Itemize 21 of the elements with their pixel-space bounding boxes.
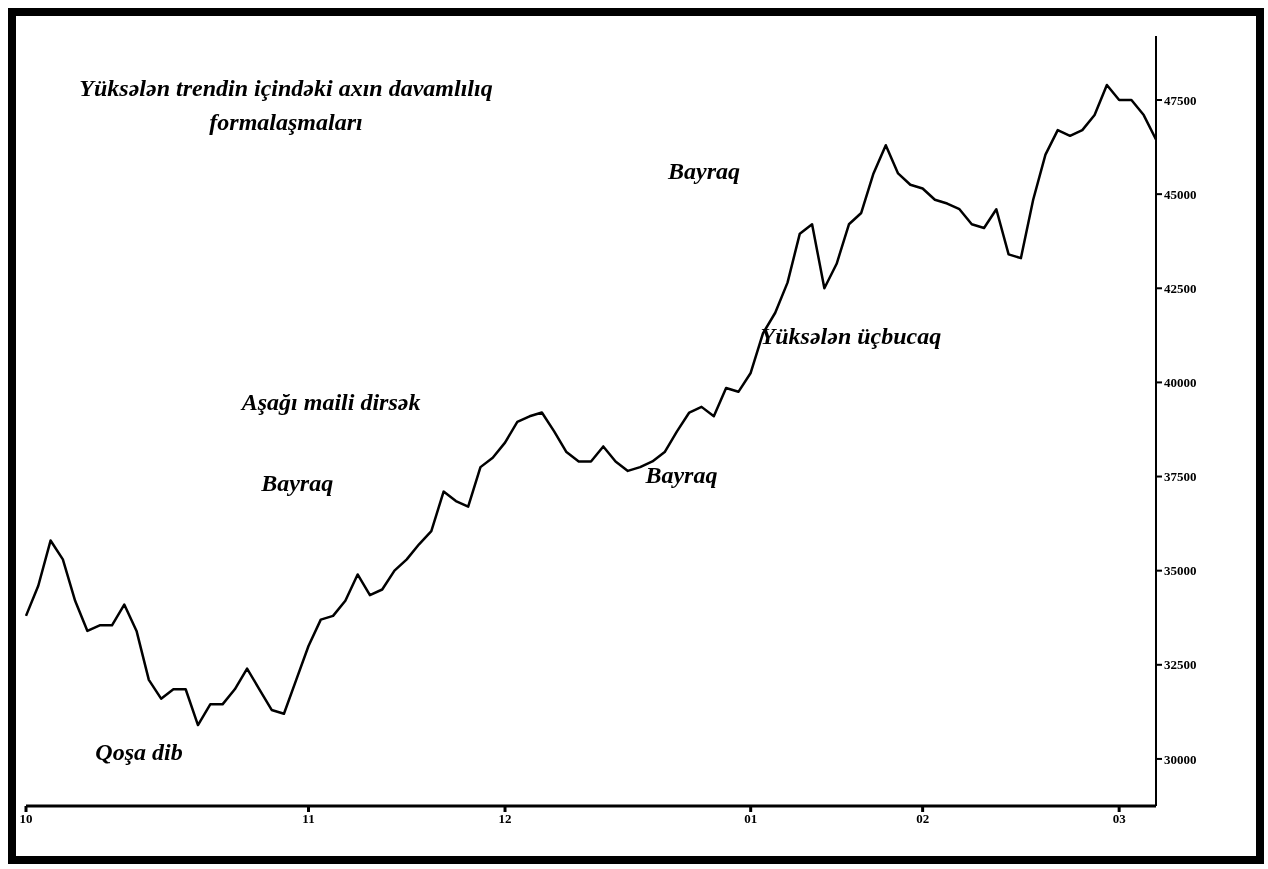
x-tick-label: 03	[1112, 811, 1127, 827]
annotation: Qoşa dib	[95, 738, 183, 766]
annotation: Bayraq	[668, 157, 740, 185]
annotation: Bayraq	[261, 469, 334, 497]
y-tick-label: 40000	[1164, 375, 1197, 391]
annotation: Aşağı maili dirsək	[241, 388, 421, 416]
annotation: Bayraq	[645, 461, 718, 489]
y-tick-label: 45000	[1164, 186, 1197, 202]
y-tick-label: 32500	[1164, 657, 1197, 673]
text: Yüksələn trendin içindəki axın davamlılıq formalaşmaları	[78, 74, 494, 137]
y-tick-label: 42500	[1164, 280, 1197, 296]
annotation: Yüksələn üçbucaq	[760, 322, 942, 350]
y-tick-label: 37500	[1164, 469, 1197, 485]
y-tick-label: 35000	[1164, 563, 1197, 579]
x-tick-label: 12	[498, 811, 512, 827]
y-tick-label: 30000	[1164, 751, 1197, 767]
y-tick-label: 47500	[1164, 92, 1197, 108]
x-tick-label: 01	[744, 811, 758, 827]
x-tick-label: 11	[302, 811, 315, 827]
x-tick-label: 10	[19, 811, 33, 827]
x-tick-label: 02	[916, 811, 930, 827]
